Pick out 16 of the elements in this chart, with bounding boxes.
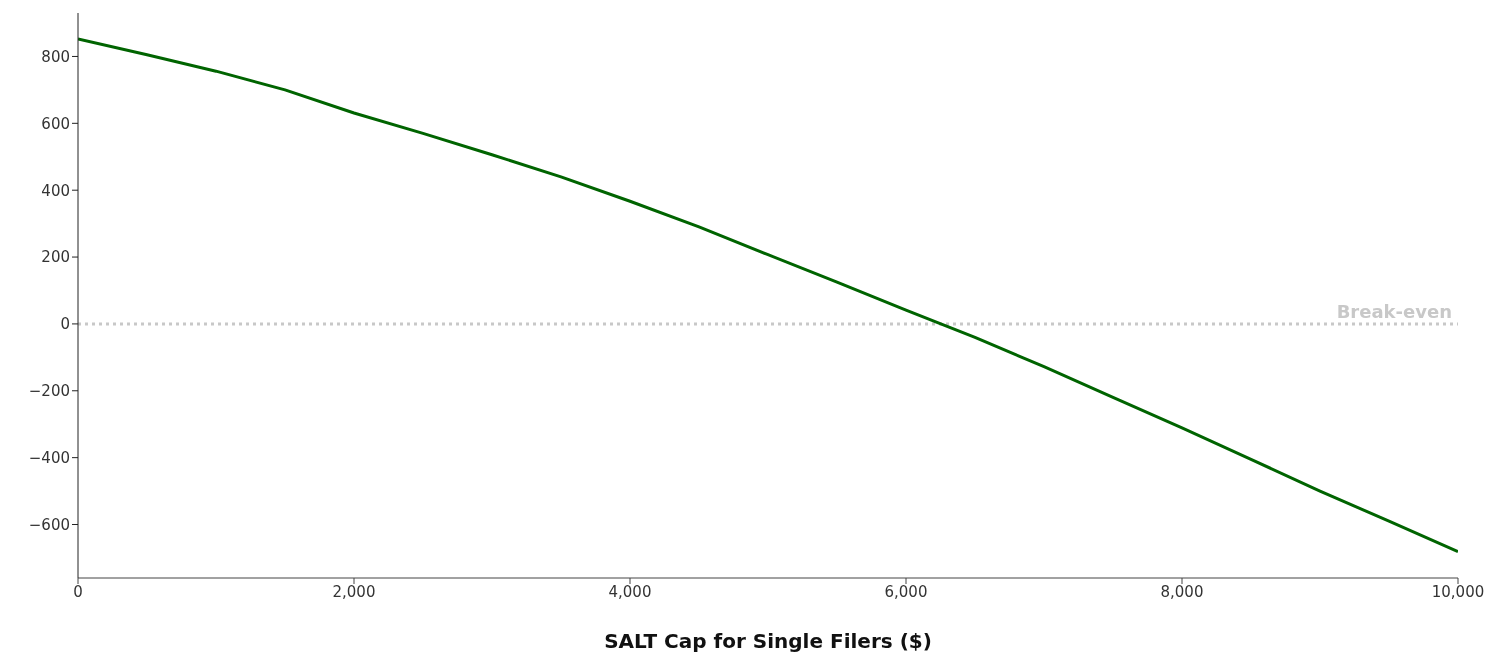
x-tick-label: 2,000 <box>332 582 376 601</box>
y-tick-label: −400 <box>28 448 70 467</box>
x-tick-label: 6,000 <box>884 582 928 601</box>
x-axis-title: SALT Cap for Single Filers ($) <box>604 629 932 653</box>
y-tick-label: 200 <box>41 248 70 267</box>
y-tick-label: −600 <box>28 515 70 534</box>
y-tick-label: 800 <box>41 47 70 66</box>
y-tick-label: −200 <box>28 382 70 401</box>
x-tick-label: 8,000 <box>1160 582 1204 601</box>
y-tick-label: 0 <box>60 315 70 334</box>
y-tick-label: 400 <box>41 181 70 200</box>
x-tick-label: 0 <box>73 582 83 601</box>
x-tick-label: 4,000 <box>608 582 652 601</box>
line-series <box>78 37 1458 554</box>
y-tick-label: 600 <box>41 114 70 133</box>
x-tick-label: 10,000 <box>1431 582 1485 601</box>
